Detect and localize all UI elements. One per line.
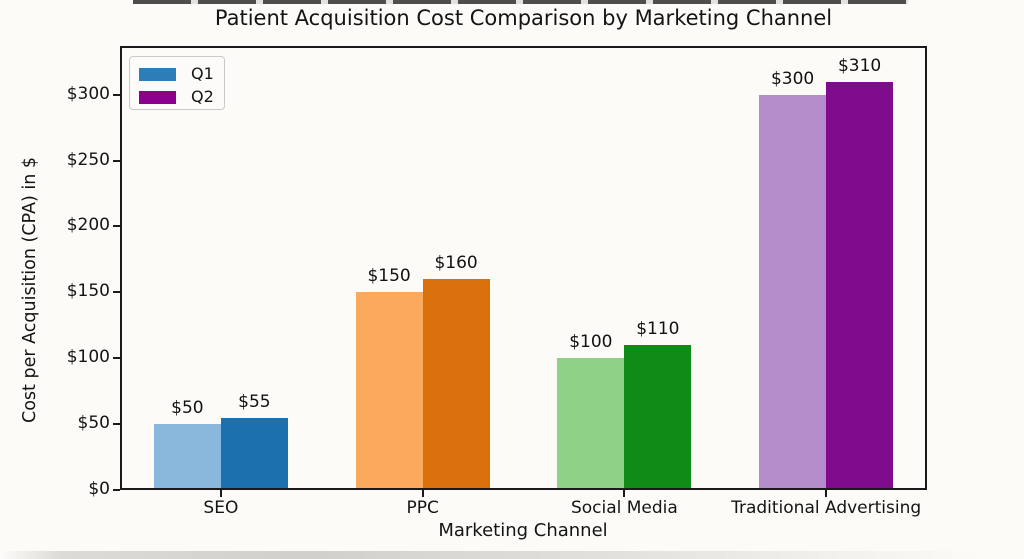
- bar-q2-seo: [220, 417, 288, 490]
- value-label-q2-social-media: $110: [636, 319, 680, 340]
- x-tick-traditional-advertising: [825, 490, 828, 497]
- y-tick-$0: [113, 489, 120, 491]
- y-tick-label-$100: $100: [66, 347, 110, 368]
- chart-title: Patient Acquisition Cost Comparison by M…: [214, 6, 833, 30]
- legend-item-q1: Q1: [139, 64, 224, 84]
- bar-q1-ppc: [355, 292, 423, 490]
- value-label-q2-traditional-advertising: $310: [837, 55, 882, 76]
- legend-item-q2: Q2: [139, 87, 224, 107]
- y-tick-label-$200: $200: [66, 215, 110, 236]
- x-tick-label-social-media: Social Media: [570, 498, 678, 518]
- y-tick-$100: [113, 357, 120, 360]
- y-tick-$300: [113, 93, 120, 96]
- value-label-q1-social-media: $100: [569, 332, 613, 353]
- x-tick-social-media: [623, 490, 626, 497]
- legend-label-q1: Q1: [191, 64, 214, 83]
- bar-q1-seo: [153, 424, 221, 490]
- legend-swatch-q2: [139, 90, 176, 104]
- y-tick-label-$0: $0: [88, 479, 110, 499]
- x-tick-label-seo: SEO: [203, 498, 239, 518]
- x-tick-label-traditional-advertising: Traditional Advertising: [731, 498, 922, 518]
- bar-q1-traditional-advertising: [759, 94, 827, 490]
- x-tick-label-ppc: PPC: [406, 498, 439, 518]
- value-label-q1-ppc: $150: [367, 266, 411, 287]
- legend-label-q2: Q2: [191, 87, 214, 106]
- legend: Q1 Q2: [129, 56, 225, 110]
- x-tick-ppc: [421, 490, 424, 497]
- bar-q2-ppc: [422, 279, 490, 490]
- y-tick-label-$250: $250: [66, 149, 110, 170]
- bottom-edge-artifact: [0, 551, 1024, 559]
- y-tick-$250: [113, 159, 120, 162]
- value-label-q1-traditional-advertising: $300: [770, 68, 815, 89]
- x-tick-seo: [219, 490, 222, 497]
- bar-q2-social-media: [624, 345, 692, 490]
- y-tick-label-$150: $150: [66, 281, 110, 302]
- x-axis-label: Marketing Channel: [438, 520, 608, 541]
- value-label-q2-ppc: $160: [434, 253, 478, 274]
- value-label-q1-seo: $50: [171, 398, 204, 419]
- y-tick-$50: [113, 423, 120, 426]
- y-tick-label-$50: $50: [77, 413, 110, 434]
- bar-q2-traditional-advertising: [826, 81, 894, 490]
- y-tick-$200: [113, 225, 120, 228]
- y-tick-label-$300: $300: [66, 83, 110, 104]
- legend-swatch-q1: [139, 67, 176, 81]
- bar-q1-social-media: [557, 358, 625, 490]
- value-label-q2-seo: $55: [238, 391, 271, 412]
- y-tick-$150: [113, 291, 120, 294]
- top-edge-artifact: [133, 0, 908, 4]
